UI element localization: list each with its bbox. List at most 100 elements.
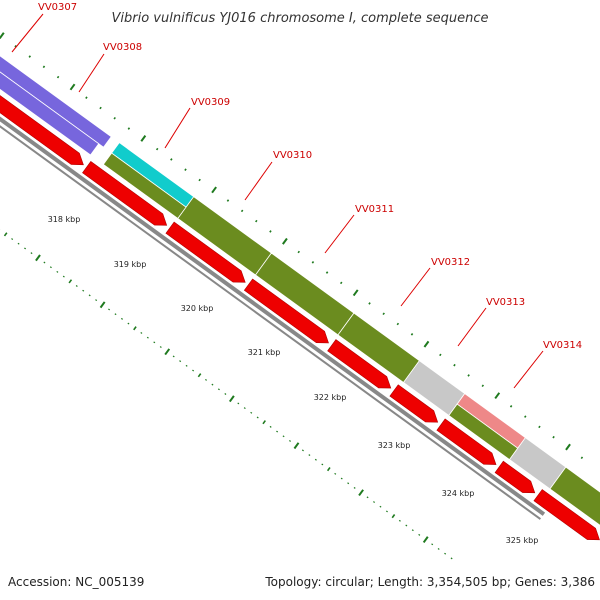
gene-labels: VV0307 VV0308 VV0309 VV0310 VV0311 VV0312 VV03… [11,2,582,389]
gene-label-line [400,267,431,307]
outer-major-tick [211,186,217,194]
inner-minor-tick [120,317,123,320]
outer-minor-tick [198,178,201,182]
outer-major-tick [140,135,147,142]
gene-label-line [244,161,273,201]
outer-minor-tick [552,435,555,439]
inner-minor-tick [353,486,356,489]
outer-minor-tick [297,250,300,254]
inner-minor-tick [301,449,304,452]
inner-minor-tick [276,430,279,433]
outer-major-tick [423,340,430,348]
outer-minor-tick [14,44,17,48]
outer-minor-tick [382,312,385,316]
inner-mid-tick [68,279,73,284]
inner-minor-tick [159,346,162,349]
outer-minor-tick [226,199,230,202]
inner-minor-tick [30,252,33,255]
kbp-label-2: 319 kbp [114,260,147,269]
gene-label-vv0311: VV0311 [355,204,394,215]
inner-minor-tick [398,519,401,522]
inner-major-tick [422,536,429,544]
inner-minor-tick [269,425,272,428]
outer-minor-tick [467,374,470,377]
kbp-label-1: 318 kbp [48,215,81,224]
outer-tick-ring [0,32,584,460]
outer-major-tick [352,289,359,297]
cds-arrow-3 [165,221,246,283]
inner-minor-tick [224,393,227,395]
inner-minor-tick [334,472,337,475]
cog-bar-vv0316 [549,466,600,526]
inner-mid-tick [133,326,137,331]
inner-minor-tick [192,369,195,372]
inner-minor-tick [405,524,408,527]
inner-minor-tick [217,388,220,391]
gene-label-vv0308: VV0308 [103,42,142,53]
outer-minor-tick [269,230,272,233]
inner-minor-tick [88,294,91,297]
kbp-label-8: 325 kbp [506,536,539,545]
inner-minor-tick [289,440,292,442]
inner-minor-tick [308,454,311,457]
cds-arrow-9 [533,489,600,541]
inner-minor-tick [347,482,350,485]
outer-minor-tick [184,168,187,171]
inner-minor-tick [114,313,117,316]
outer-minor-tick [99,106,102,110]
gene-label-vv0313: VV0313 [486,297,525,308]
kbp-label-7: 324 kbp [442,489,475,498]
outer-major-tick [69,83,76,91]
inner-major-tick [358,489,364,497]
outer-minor-tick [311,261,315,264]
inner-minor-tick [444,552,447,555]
outer-minor-tick [56,75,60,79]
cog-bar-vv0308 [0,71,100,156]
outer-minor-tick [170,158,173,161]
outer-minor-tick [127,127,131,130]
inner-tick-ring [0,229,453,560]
inner-minor-tick [237,402,240,405]
gene-label-line [457,307,487,347]
inner-minor-tick [185,364,188,367]
inner-minor-tick [243,407,246,410]
inner-minor-tick [127,322,130,325]
backbone-inner-line [0,125,542,520]
gene-label-line [78,53,105,93]
inner-mid-tick [262,420,266,425]
cds-ring [0,95,600,541]
gene-label-vv0307: VV0307 [38,2,77,13]
kbp-label-5: 322 kbp [314,393,347,402]
outer-minor-tick [509,405,513,408]
inner-minor-tick [43,261,46,264]
inner-minor-tick [140,332,143,334]
gene-label-line [164,107,191,149]
gene-label-vv0314: VV0314 [543,340,582,351]
inner-minor-tick [450,557,453,560]
inner-minor-tick [321,463,324,466]
gene-label-line [324,214,355,254]
inner-major-tick [293,442,300,450]
inner-minor-tick [11,238,14,240]
inner-minor-tick [211,383,214,386]
outer-minor-tick [396,322,400,326]
cds-arrow-2 [82,160,168,226]
inner-minor-tick [146,336,149,339]
inner-minor-tick [250,411,253,414]
accession-text: Accession: NC_005139 [8,575,144,589]
gene-label-line [11,13,44,53]
inner-mid-tick [3,232,8,237]
inner-minor-tick [373,501,376,503]
inner-minor-tick [379,505,382,508]
kbp-label-3: 320 kbp [181,304,214,313]
cds-arrow-1 [0,95,84,166]
gene-label-vv0310: VV0310 [273,150,312,161]
inner-major-tick [35,254,41,262]
inner-minor-tick [418,533,421,536]
inner-minor-tick [95,299,98,302]
cds-arrow-5 [327,339,392,389]
inner-mid-tick [197,373,202,378]
inner-minor-tick [314,458,317,461]
inner-minor-tick [56,270,59,273]
inner-minor-tick [437,548,440,550]
